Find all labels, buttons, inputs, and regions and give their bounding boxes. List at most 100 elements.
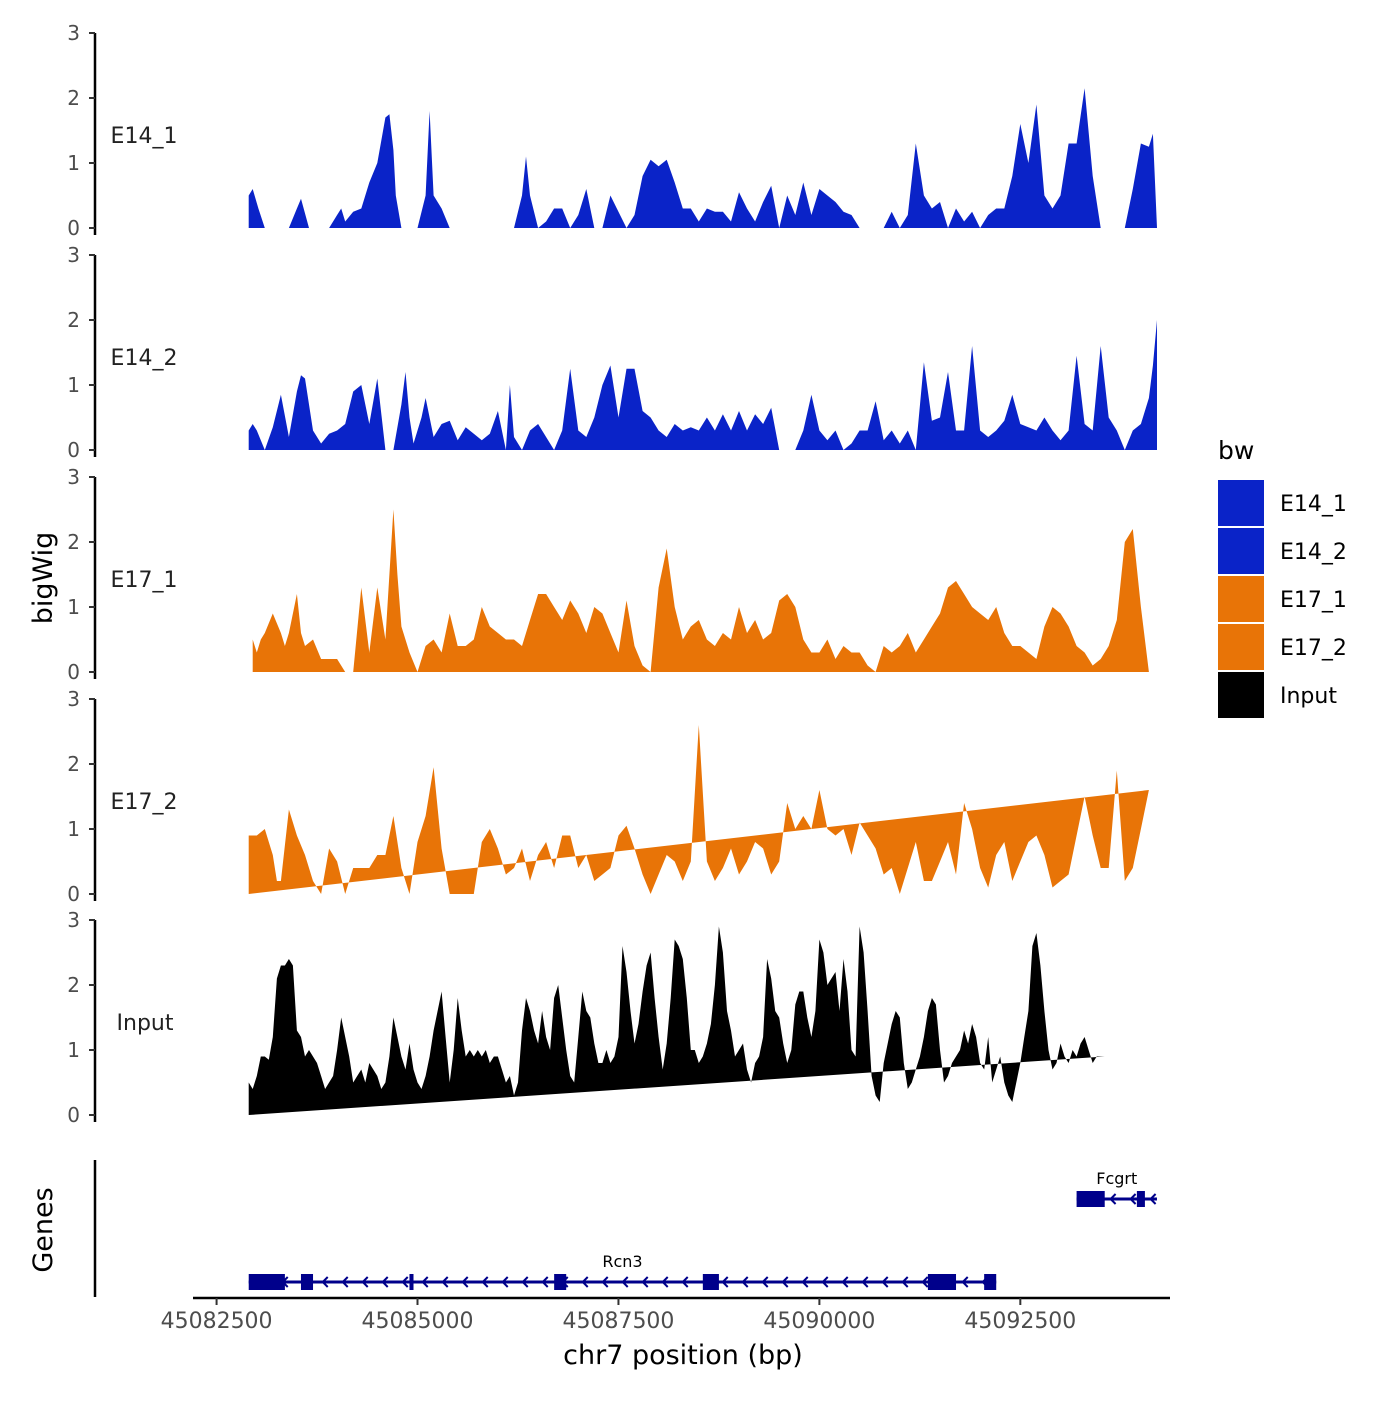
y-tick-label: 1: [67, 151, 80, 175]
gene-label: Fcgrt: [1096, 1169, 1137, 1188]
strand-arrow: [1109, 1193, 1117, 1205]
track-label: E14_2: [111, 346, 178, 371]
gene-label: Rcn3: [602, 1252, 642, 1271]
legend-swatch: [1218, 672, 1264, 718]
y-tick-label: 0: [67, 660, 80, 684]
track-label: E14_1: [111, 124, 178, 149]
track-E17_1: 0 1 2 3 E17_1: [67, 465, 1149, 684]
y-tick-label: 3: [67, 687, 80, 711]
strand-arrow: [801, 1276, 809, 1288]
strand-arrow: [1149, 1193, 1157, 1205]
x-tick-label: 45085000: [362, 1309, 474, 1334]
strand-arrow: [881, 1276, 889, 1288]
x-tick-label: 45082500: [161, 1309, 273, 1334]
gene-exon: [300, 1274, 314, 1290]
y-axis-title: bigWig: [28, 532, 59, 625]
legend-item: E14_2: [1218, 528, 1347, 574]
strand-arrow: [741, 1276, 749, 1288]
strand-arrow: [1129, 1193, 1137, 1205]
strand-arrow: [601, 1276, 609, 1288]
y-tick-label: 1: [67, 595, 80, 619]
strand-arrow: [721, 1276, 729, 1288]
gene-exon: [984, 1274, 997, 1290]
strand-arrow: [841, 1276, 849, 1288]
strand-arrow: [961, 1276, 969, 1288]
gene-exon: [1076, 1191, 1105, 1207]
y-tick-label: 1: [67, 817, 80, 841]
strand-arrow: [321, 1276, 329, 1288]
track-E17_2: 0 1 2 3 E17_2: [67, 687, 1149, 906]
coverage-area-E17_2: [248, 725, 1149, 894]
legend-swatch: [1218, 576, 1264, 622]
coverage-area-E14_1: [248, 88, 1157, 228]
track-Input: 0 1 2 3 Input: [67, 908, 1105, 1127]
strand-arrow: [481, 1276, 489, 1288]
strand-arrow: [781, 1276, 789, 1288]
y-tick-label: 3: [67, 21, 80, 45]
strand-arrow: [861, 1276, 869, 1288]
x-axis-title: chr7 position (bp): [563, 1340, 803, 1371]
gene-exon: [248, 1274, 285, 1290]
track-label: E17_2: [111, 790, 178, 815]
legend-label: E14_1: [1280, 492, 1347, 517]
strand-arrow: [661, 1276, 669, 1288]
genes-axis-title: Genes: [28, 1187, 59, 1272]
coverage-area-E17_1: [252, 509, 1149, 672]
strand-arrow: [361, 1276, 369, 1288]
genes-layer: Rcn3 Fcgrt: [93, 1160, 1157, 1297]
strand-arrow: [401, 1276, 409, 1288]
gene-Fcgrt: Fcgrt: [1076, 1169, 1157, 1207]
strand-arrow: [381, 1276, 389, 1288]
strand-arrow: [441, 1276, 449, 1288]
y-tick-label: 2: [67, 308, 80, 332]
gene-exon: [702, 1274, 719, 1290]
y-tick-label: 2: [67, 752, 80, 776]
legend-label: E14_2: [1280, 540, 1347, 565]
x-tick-label: 45090000: [763, 1309, 875, 1334]
track-E14_2: 0 1 2 3 E14_2: [67, 243, 1157, 462]
legend: bw E14_1 E14_2 E17_1 E17_2 Input: [1218, 436, 1347, 718]
strand-arrow: [681, 1276, 689, 1288]
y-tick-label: 0: [67, 882, 80, 906]
x-tick-label: 45087500: [562, 1309, 674, 1334]
y-tick-label: 3: [67, 465, 80, 489]
legend-swatch: [1218, 624, 1264, 670]
y-tick-label: 2: [67, 86, 80, 110]
x-axis: 45082500 45085000 45087500 45090000 45092500: [161, 1296, 1170, 1334]
strand-arrow: [581, 1276, 589, 1288]
strand-arrow: [461, 1276, 469, 1288]
strand-arrow: [541, 1276, 549, 1288]
strand-arrow: [341, 1276, 349, 1288]
coverage-area-Input: [248, 926, 1105, 1115]
legend-title: bw: [1218, 436, 1254, 465]
y-tick-label: 2: [67, 973, 80, 997]
gene-exon: [409, 1274, 414, 1290]
strand-arrow: [761, 1276, 769, 1288]
y-tick-label: 0: [67, 216, 80, 240]
strand-arrow: [621, 1276, 629, 1288]
strand-arrow: [521, 1276, 529, 1288]
y-tick-label: 0: [67, 438, 80, 462]
y-tick-label: 3: [67, 908, 80, 932]
y-tick-label: 1: [67, 373, 80, 397]
track-label: Input: [117, 1011, 174, 1036]
gene-Rcn3: Rcn3: [248, 1252, 997, 1290]
y-tick-label: 0: [67, 1103, 80, 1127]
legend-item: E17_2: [1218, 624, 1347, 670]
strand-arrow: [821, 1276, 829, 1288]
legend-item: E14_1: [1218, 480, 1347, 526]
track-E14_1: 0 1 2 3 E14_1: [67, 21, 1157, 240]
gene-exon: [554, 1274, 567, 1290]
legend-item: Input: [1218, 672, 1337, 718]
track-label: E17_1: [111, 568, 178, 593]
coverage-area-E14_2: [248, 320, 1157, 450]
strand-arrow: [501, 1276, 509, 1288]
legend-label: Input: [1280, 684, 1337, 709]
legend-swatch: [1218, 528, 1264, 574]
legend-label: E17_2: [1280, 636, 1347, 661]
y-tick-label: 1: [67, 1038, 80, 1062]
gene-exon: [1136, 1191, 1145, 1207]
tracks-layer: 0 1 2 3 E14_1 0 1 2 3 E14_2 0 1 2 3 E17_1 0 1 2 3 E17_2 0 1 2 3…: [67, 21, 1157, 1127]
